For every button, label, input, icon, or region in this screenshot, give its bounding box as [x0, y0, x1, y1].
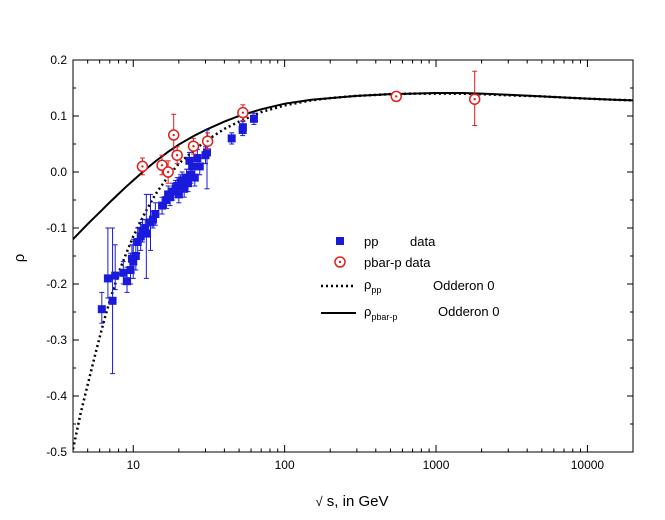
- pp-data-point: [103, 227, 112, 299]
- pp-data-point: [111, 244, 120, 291]
- pbar-p-marker-dot: [160, 164, 164, 167]
- pp-marker: [188, 162, 197, 171]
- pbar-p-data-point: [162, 160, 174, 184]
- y-tick-label: -0.4: [46, 389, 67, 403]
- pp-marker: [148, 215, 157, 224]
- legend-label-pp-data: data: [410, 234, 436, 249]
- pbar-p-marker-dot: [192, 145, 195, 148]
- pbar-p-data-point: [237, 104, 249, 121]
- pp-marker: [174, 190, 183, 199]
- pp-data-point: [142, 193, 151, 279]
- pp-marker: [126, 266, 135, 274]
- pp-marker: [158, 201, 167, 210]
- x-tick-label: 1000: [423, 458, 450, 472]
- pp-marker: [97, 305, 106, 314]
- y-tick-label: 0.2: [50, 53, 67, 67]
- pbar-p-marker-dot: [395, 95, 398, 98]
- legend-label-odderon-pbar-p: Odderon 0: [438, 304, 499, 319]
- pp-marker: [182, 173, 191, 182]
- plot-frame: [72, 59, 634, 453]
- pbar-p-data-point: [201, 132, 214, 151]
- pbar-p-marker-dot: [175, 154, 179, 157]
- pbar-p-marker-dot: [166, 170, 170, 174]
- pp-marker: [202, 148, 211, 157]
- pbar-p-data-point: [167, 113, 180, 156]
- legend-label-pp: pp: [364, 234, 378, 249]
- pp-data-point: [249, 112, 258, 125]
- pbar-p-data-point: [468, 70, 481, 127]
- legend-label-odderon-pp: Odderon 0: [433, 278, 494, 293]
- pp-marker: [190, 173, 199, 182]
- legend-marker-dot: [338, 260, 342, 264]
- legend-rho-pp: ρpp: [364, 277, 381, 295]
- x-tick-label: 10000: [571, 458, 605, 472]
- pp-marker: [141, 224, 150, 232]
- pp-marker: [249, 114, 258, 123]
- curve-rho-pbar-p: [73, 92, 633, 240]
- pp-marker: [142, 229, 151, 238]
- legend-entry-pbar-p: pbar-p data: [334, 255, 431, 270]
- y-tick-label: 0.1: [50, 109, 67, 123]
- pp-marker: [195, 162, 204, 171]
- y-tick-label: -0.5: [46, 445, 67, 459]
- pp-marker: [103, 274, 112, 283]
- pp-data-point: [151, 202, 160, 226]
- pbar-p-marker-dot: [206, 140, 209, 143]
- legend-entry-rho-pbar-p: ρpbar-p Odderon 0: [321, 304, 499, 322]
- y-tick-label: -0.1: [46, 221, 67, 235]
- pp-marker: [238, 123, 247, 132]
- data-points: [97, 70, 481, 375]
- x-axis-label: √ s, in GeV: [315, 493, 388, 510]
- x-tick-label: 100: [275, 458, 295, 472]
- pp-marker: [166, 193, 175, 202]
- pp-marker: [185, 156, 194, 165]
- pp-data-point: [227, 132, 236, 145]
- legend-marker-square: [336, 237, 344, 245]
- y-axis-label: ρ: [11, 254, 28, 263]
- pp-marker: [131, 252, 140, 260]
- legend-label-pbar-p: pbar-p data: [364, 255, 431, 270]
- pp-marker: [227, 134, 236, 143]
- pp-marker: [151, 210, 160, 218]
- pbar-p-marker-dot: [241, 111, 245, 114]
- pbar-p-data-point: [187, 137, 200, 155]
- curve-rho-pp: [73, 92, 633, 450]
- pp-marker: [133, 238, 142, 246]
- pbar-p-data-point: [136, 157, 149, 176]
- pp-marker: [136, 232, 145, 241]
- pp-marker: [123, 277, 132, 286]
- legend-rho-pbar-p: ρpbar-p: [364, 304, 397, 322]
- x-tick-label: 10: [127, 458, 141, 472]
- legend-entry-pp: pp data: [336, 234, 436, 249]
- axes: -0.5 -0.4 -0.3 -0.2 -0.1 0.0 0.1 0.2 10 100 1000 10…: [46, 53, 634, 472]
- pp-marker: [108, 296, 117, 305]
- pp-data-point: [97, 291, 106, 324]
- y-tick-label: 0.0: [50, 165, 67, 179]
- pp-data-point: [195, 157, 204, 176]
- x-axis-label-text: s, in GeV: [327, 493, 389, 510]
- legend-entry-rho-pp: ρpp Odderon 0: [321, 277, 494, 295]
- pp-marker: [129, 257, 138, 266]
- pbar-p-marker-dot: [172, 133, 175, 137]
- pp-marker: [180, 184, 189, 193]
- legend: pp data pbar-p data ρpp Odderon 0 ρpbar-…: [321, 234, 499, 322]
- sqrt-symbol: √: [315, 494, 323, 509]
- pbar-p-marker-dot: [141, 165, 144, 168]
- pp-marker: [184, 179, 193, 188]
- pbar-p-data-point: [390, 90, 402, 103]
- pp-marker: [119, 268, 128, 277]
- y-tick-label: -0.2: [46, 277, 67, 291]
- pp-data-point: [108, 227, 117, 375]
- model-curves: [73, 92, 633, 450]
- pp-data-point: [158, 196, 167, 215]
- pbar-p-marker-dot: [473, 98, 476, 101]
- legend-marker-circle: [334, 256, 346, 268]
- pp-marker: [111, 271, 120, 280]
- y-tick-label: -0.3: [46, 333, 67, 347]
- pp-data-point: [238, 121, 247, 134]
- pbar-p-data-point: [171, 146, 183, 165]
